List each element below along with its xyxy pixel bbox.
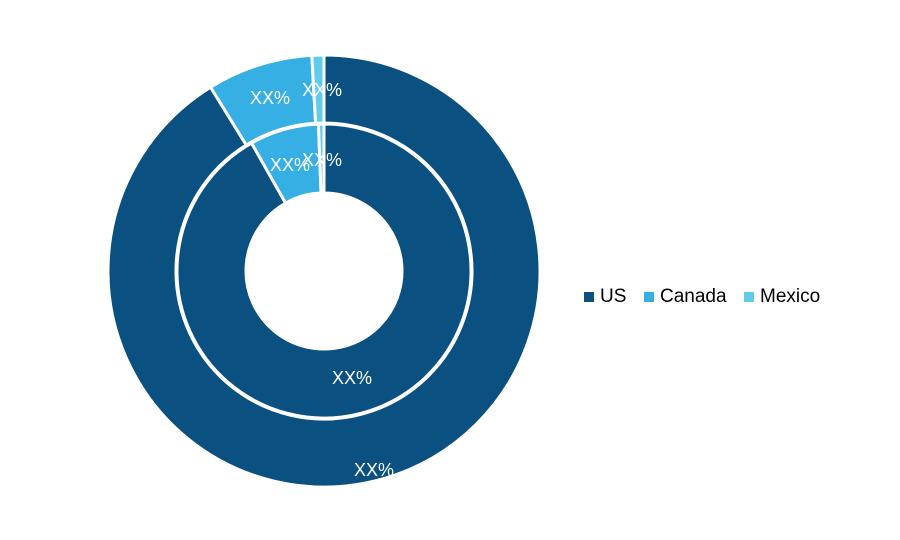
donut-rings	[106, 53, 542, 489]
legend-swatch-canada	[644, 292, 654, 302]
legend-item-us: US	[584, 286, 626, 307]
inner-slice-us	[175, 122, 473, 420]
legend-item-canada: Canada	[644, 286, 727, 307]
legend: US Canada Mexico	[584, 286, 820, 307]
slice-labels: XX%XX% XX%XX%XX%XX%	[250, 80, 394, 480]
legend-label-us: US	[600, 286, 626, 307]
inner-slice-mexico	[316, 122, 326, 195]
inner-label-us: XX%	[332, 368, 372, 388]
inner-label-mexico: XX%	[302, 150, 342, 170]
legend-item-mexico: Mexico	[744, 286, 820, 307]
legend-label-canada: Canada	[660, 286, 727, 307]
outer-label-mexico: XX%	[302, 80, 342, 100]
outer-label-canada: XX%	[250, 88, 290, 108]
inner-label-canada: XX%	[270, 155, 310, 175]
legend-label-mexico: Mexico	[760, 286, 820, 307]
outer-label-us: XX%	[354, 460, 394, 480]
legend-swatch-us	[584, 292, 594, 302]
legend-swatch-mexico	[744, 292, 754, 302]
